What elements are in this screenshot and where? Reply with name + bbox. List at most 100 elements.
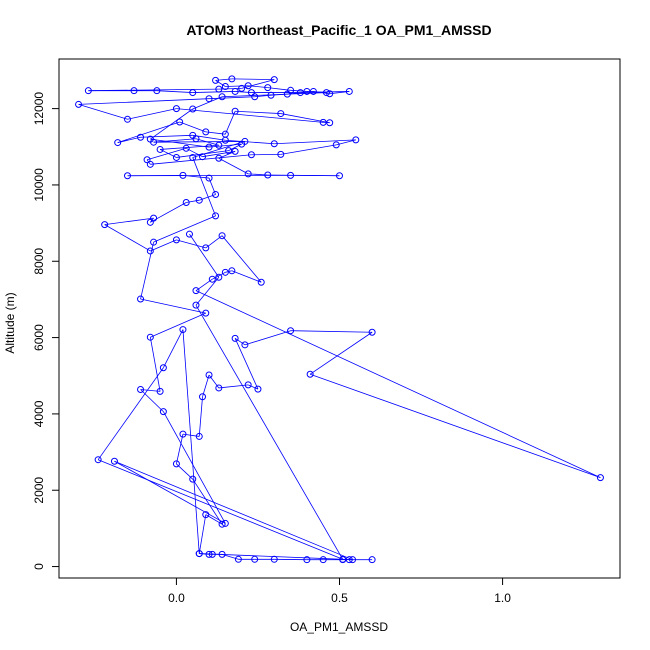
series-segment (78, 104, 128, 120)
data-point (264, 84, 272, 92)
series-lines (78, 78, 601, 561)
series-segment (140, 242, 154, 300)
series-segment (186, 199, 200, 203)
data-point (309, 87, 317, 95)
data-point (153, 87, 161, 95)
data-point (267, 91, 275, 99)
data-point (75, 100, 83, 108)
series-segment (104, 224, 151, 252)
data-point (221, 82, 229, 90)
data-point (94, 456, 102, 464)
series-segment (202, 150, 236, 158)
y-tick-label: 10000 (32, 168, 46, 202)
data-point (208, 275, 216, 283)
series-segment (150, 138, 210, 148)
series-segment (140, 298, 206, 314)
x-tick-label: 0.5 (331, 591, 348, 605)
series-segment (234, 338, 259, 390)
data-point (205, 95, 213, 103)
series-segment (195, 290, 601, 478)
data-point (326, 90, 334, 98)
data-point (137, 133, 145, 141)
data-point (101, 221, 109, 229)
data-point (596, 474, 604, 482)
data-point (215, 85, 223, 93)
series-segment (218, 384, 249, 389)
series-segment (192, 91, 236, 93)
data-point (212, 212, 220, 220)
series-segment (192, 478, 223, 525)
series-segment (224, 111, 236, 135)
data-point (306, 370, 314, 378)
data-point (251, 555, 259, 563)
y-axis-label: Altitude (m) (3, 292, 17, 353)
data-point (202, 309, 210, 317)
data-point (244, 170, 252, 178)
plot-frame (58, 58, 621, 579)
data-point (218, 520, 226, 528)
series-segment (309, 331, 373, 375)
data-point (123, 115, 131, 123)
y-tick-label: 8000 (32, 248, 46, 275)
series-segment (114, 460, 353, 561)
series-segment (146, 147, 187, 161)
data-point (150, 238, 158, 246)
series-segment (228, 143, 242, 151)
x-tick-label: 1.0 (494, 591, 511, 605)
data-point (225, 147, 233, 155)
series-segment (290, 330, 373, 333)
data-point (179, 430, 187, 438)
y-tick-label: 0 (32, 563, 46, 570)
data-point (319, 118, 327, 126)
series-segment (235, 110, 281, 114)
data-point (143, 156, 151, 164)
data-point (84, 87, 92, 95)
data-point (146, 333, 154, 341)
data-point (287, 171, 295, 179)
series-segment (176, 463, 194, 480)
data-point (368, 328, 376, 336)
data-point (208, 550, 216, 558)
series-segment (215, 80, 226, 87)
data-point (244, 381, 252, 389)
data-point (189, 105, 197, 113)
series-segment (150, 239, 177, 252)
data-point (172, 460, 180, 468)
data-point (247, 151, 255, 159)
data-point (221, 268, 229, 276)
data-point (228, 267, 236, 275)
data-point (123, 172, 131, 180)
data-point (176, 118, 184, 126)
data-point (172, 153, 180, 161)
series-segment (209, 96, 255, 100)
data-point (195, 550, 203, 558)
data-point (247, 89, 255, 97)
series-segment (156, 90, 193, 93)
data-point (179, 171, 187, 179)
data-point (212, 190, 220, 198)
data-point (319, 556, 327, 564)
series-segment (78, 98, 210, 105)
data-point (241, 341, 249, 349)
series-segment (192, 141, 246, 158)
series-segment (198, 396, 203, 437)
data-point (146, 160, 154, 168)
series-segment (234, 338, 246, 346)
data-point (228, 75, 236, 83)
series-segment (221, 235, 262, 283)
x-axis-label: OA_PM1_AMSSD (290, 620, 388, 634)
data-point (218, 232, 226, 240)
series-segment (267, 174, 340, 177)
data-point (234, 555, 242, 563)
data-point (336, 172, 343, 180)
data-point (215, 154, 223, 162)
data-point (215, 141, 223, 149)
data-point (215, 384, 223, 392)
series-segment (189, 233, 220, 278)
data-point (349, 556, 357, 564)
data-point (345, 87, 353, 95)
series-segment (104, 217, 154, 226)
series-segment (153, 138, 197, 143)
series-segment (274, 139, 356, 145)
